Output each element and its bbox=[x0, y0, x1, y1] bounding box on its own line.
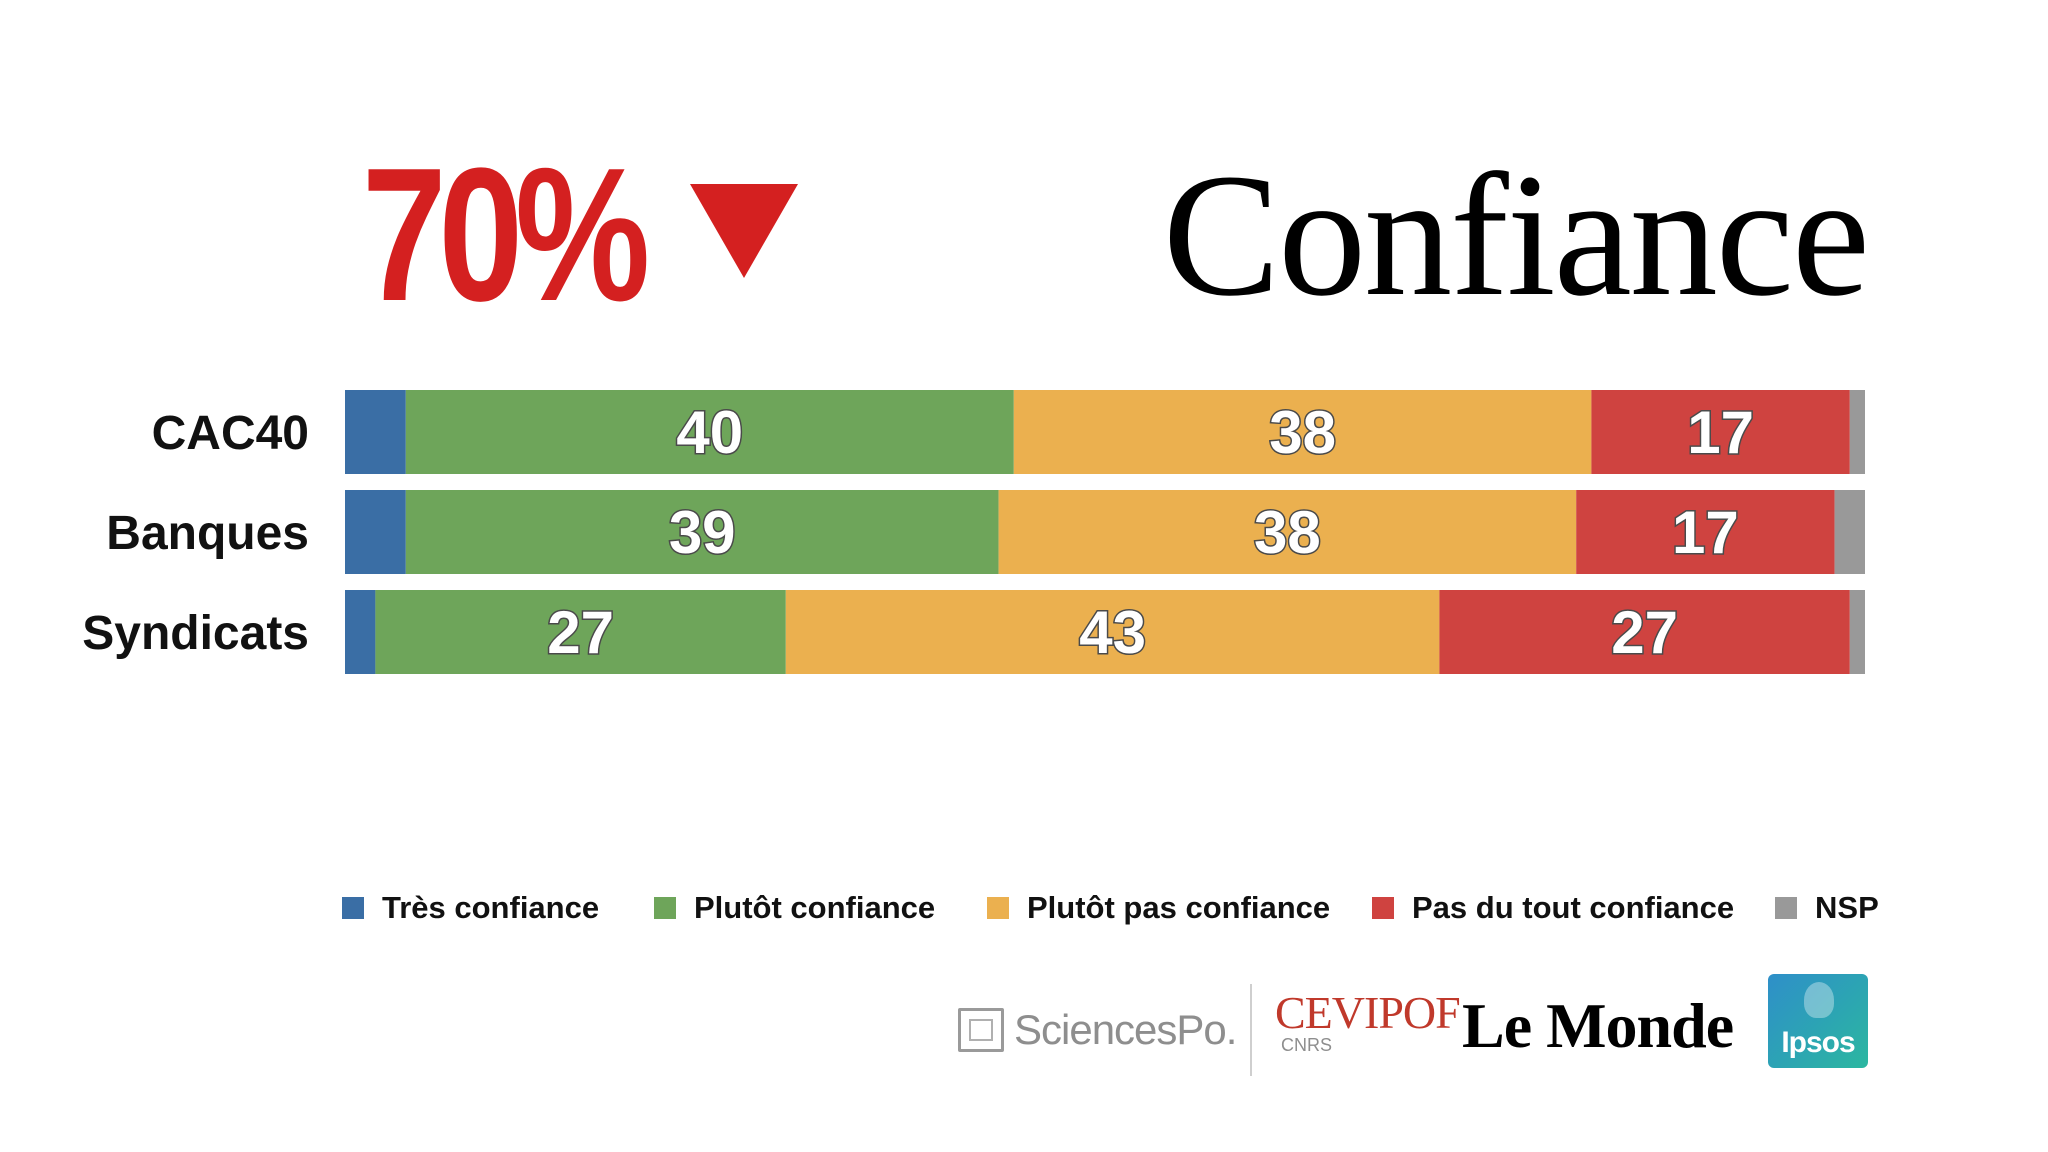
legend-label: Plutôt confiance bbox=[694, 890, 936, 925]
data-label: 38 bbox=[1254, 499, 1321, 566]
data-label: 27 bbox=[547, 599, 614, 666]
data-label: 17 bbox=[1687, 399, 1754, 466]
headline-stat: 70% bbox=[362, 140, 712, 330]
logo-divider bbox=[1250, 984, 1252, 1076]
legend-item: Très confiance bbox=[342, 890, 599, 926]
data-label: 17 bbox=[1672, 499, 1739, 566]
bar-segment bbox=[998, 490, 1577, 574]
bar-segment bbox=[785, 590, 1440, 674]
legend-label: Très confiance bbox=[382, 890, 600, 925]
sciencespo-emblem-icon bbox=[958, 1008, 1004, 1052]
chart-title: Confiance bbox=[1162, 138, 1870, 333]
bar-segment bbox=[375, 590, 786, 674]
data-label: 39 bbox=[669, 499, 736, 566]
triangle-down-icon bbox=[690, 184, 798, 278]
legend-swatch bbox=[654, 897, 676, 919]
bar-segment bbox=[1591, 390, 1850, 474]
legend-item: Pas du tout confiance bbox=[1372, 890, 1734, 926]
data-label: 38 bbox=[1269, 399, 1336, 466]
bar-segment bbox=[405, 390, 1014, 474]
ipsos-logo: Ipsos bbox=[1768, 974, 1868, 1068]
bar-segment bbox=[1834, 490, 1865, 574]
partner-logos: SciencesPo. CEVIPOF CNRS Le Monde Ipsos bbox=[950, 974, 1880, 1080]
bar-segment bbox=[1013, 390, 1592, 474]
legend-swatch bbox=[987, 897, 1009, 919]
bar-segment bbox=[345, 490, 406, 574]
legend-swatch bbox=[342, 897, 364, 919]
legend-label: Pas du tout confiance bbox=[1412, 890, 1735, 925]
bar-segment bbox=[1849, 390, 1865, 474]
legend-item: NSP bbox=[1775, 890, 1879, 926]
legend-item: Plutôt pas confiance bbox=[987, 890, 1330, 926]
data-label: 40 bbox=[676, 399, 743, 466]
legend-swatch bbox=[1372, 897, 1394, 919]
legend-item: Plutôt confiance bbox=[654, 890, 935, 926]
data-label: 43 bbox=[1079, 599, 1146, 666]
chart-legend: Très confiance Plutôt confiance Plutôt pas… bbox=[342, 890, 1879, 930]
bar-segment bbox=[1439, 590, 1850, 674]
data-label: 27 bbox=[1611, 599, 1678, 666]
bar-segment bbox=[345, 590, 376, 674]
legend-label: NSP bbox=[1815, 890, 1879, 925]
headline-percentage: 70% bbox=[362, 129, 650, 341]
bar-segment bbox=[1849, 590, 1865, 674]
cevipof-logo: CEVIPOF CNRS bbox=[1275, 987, 1461, 1055]
legend-label: Plutôt pas confiance bbox=[1027, 890, 1331, 925]
bar-segment bbox=[405, 490, 999, 574]
ipsos-head-icon bbox=[1804, 982, 1834, 1018]
lemonde-logo: Le Monde bbox=[1462, 990, 1734, 1061]
category-label: Banques bbox=[106, 507, 309, 560]
category-label: CAC40 bbox=[152, 407, 309, 460]
category-label: Syndicats bbox=[82, 607, 309, 660]
stacked-bar-chart: CAC40 40 38 17 Banques 39 38 17 Syndicats 27 43 27 bbox=[82, 390, 1865, 674]
bar-segment bbox=[345, 390, 406, 474]
sciencespo-logo: SciencesPo. bbox=[958, 1006, 1237, 1054]
legend-swatch bbox=[1775, 897, 1797, 919]
bar-segment bbox=[1576, 490, 1835, 574]
